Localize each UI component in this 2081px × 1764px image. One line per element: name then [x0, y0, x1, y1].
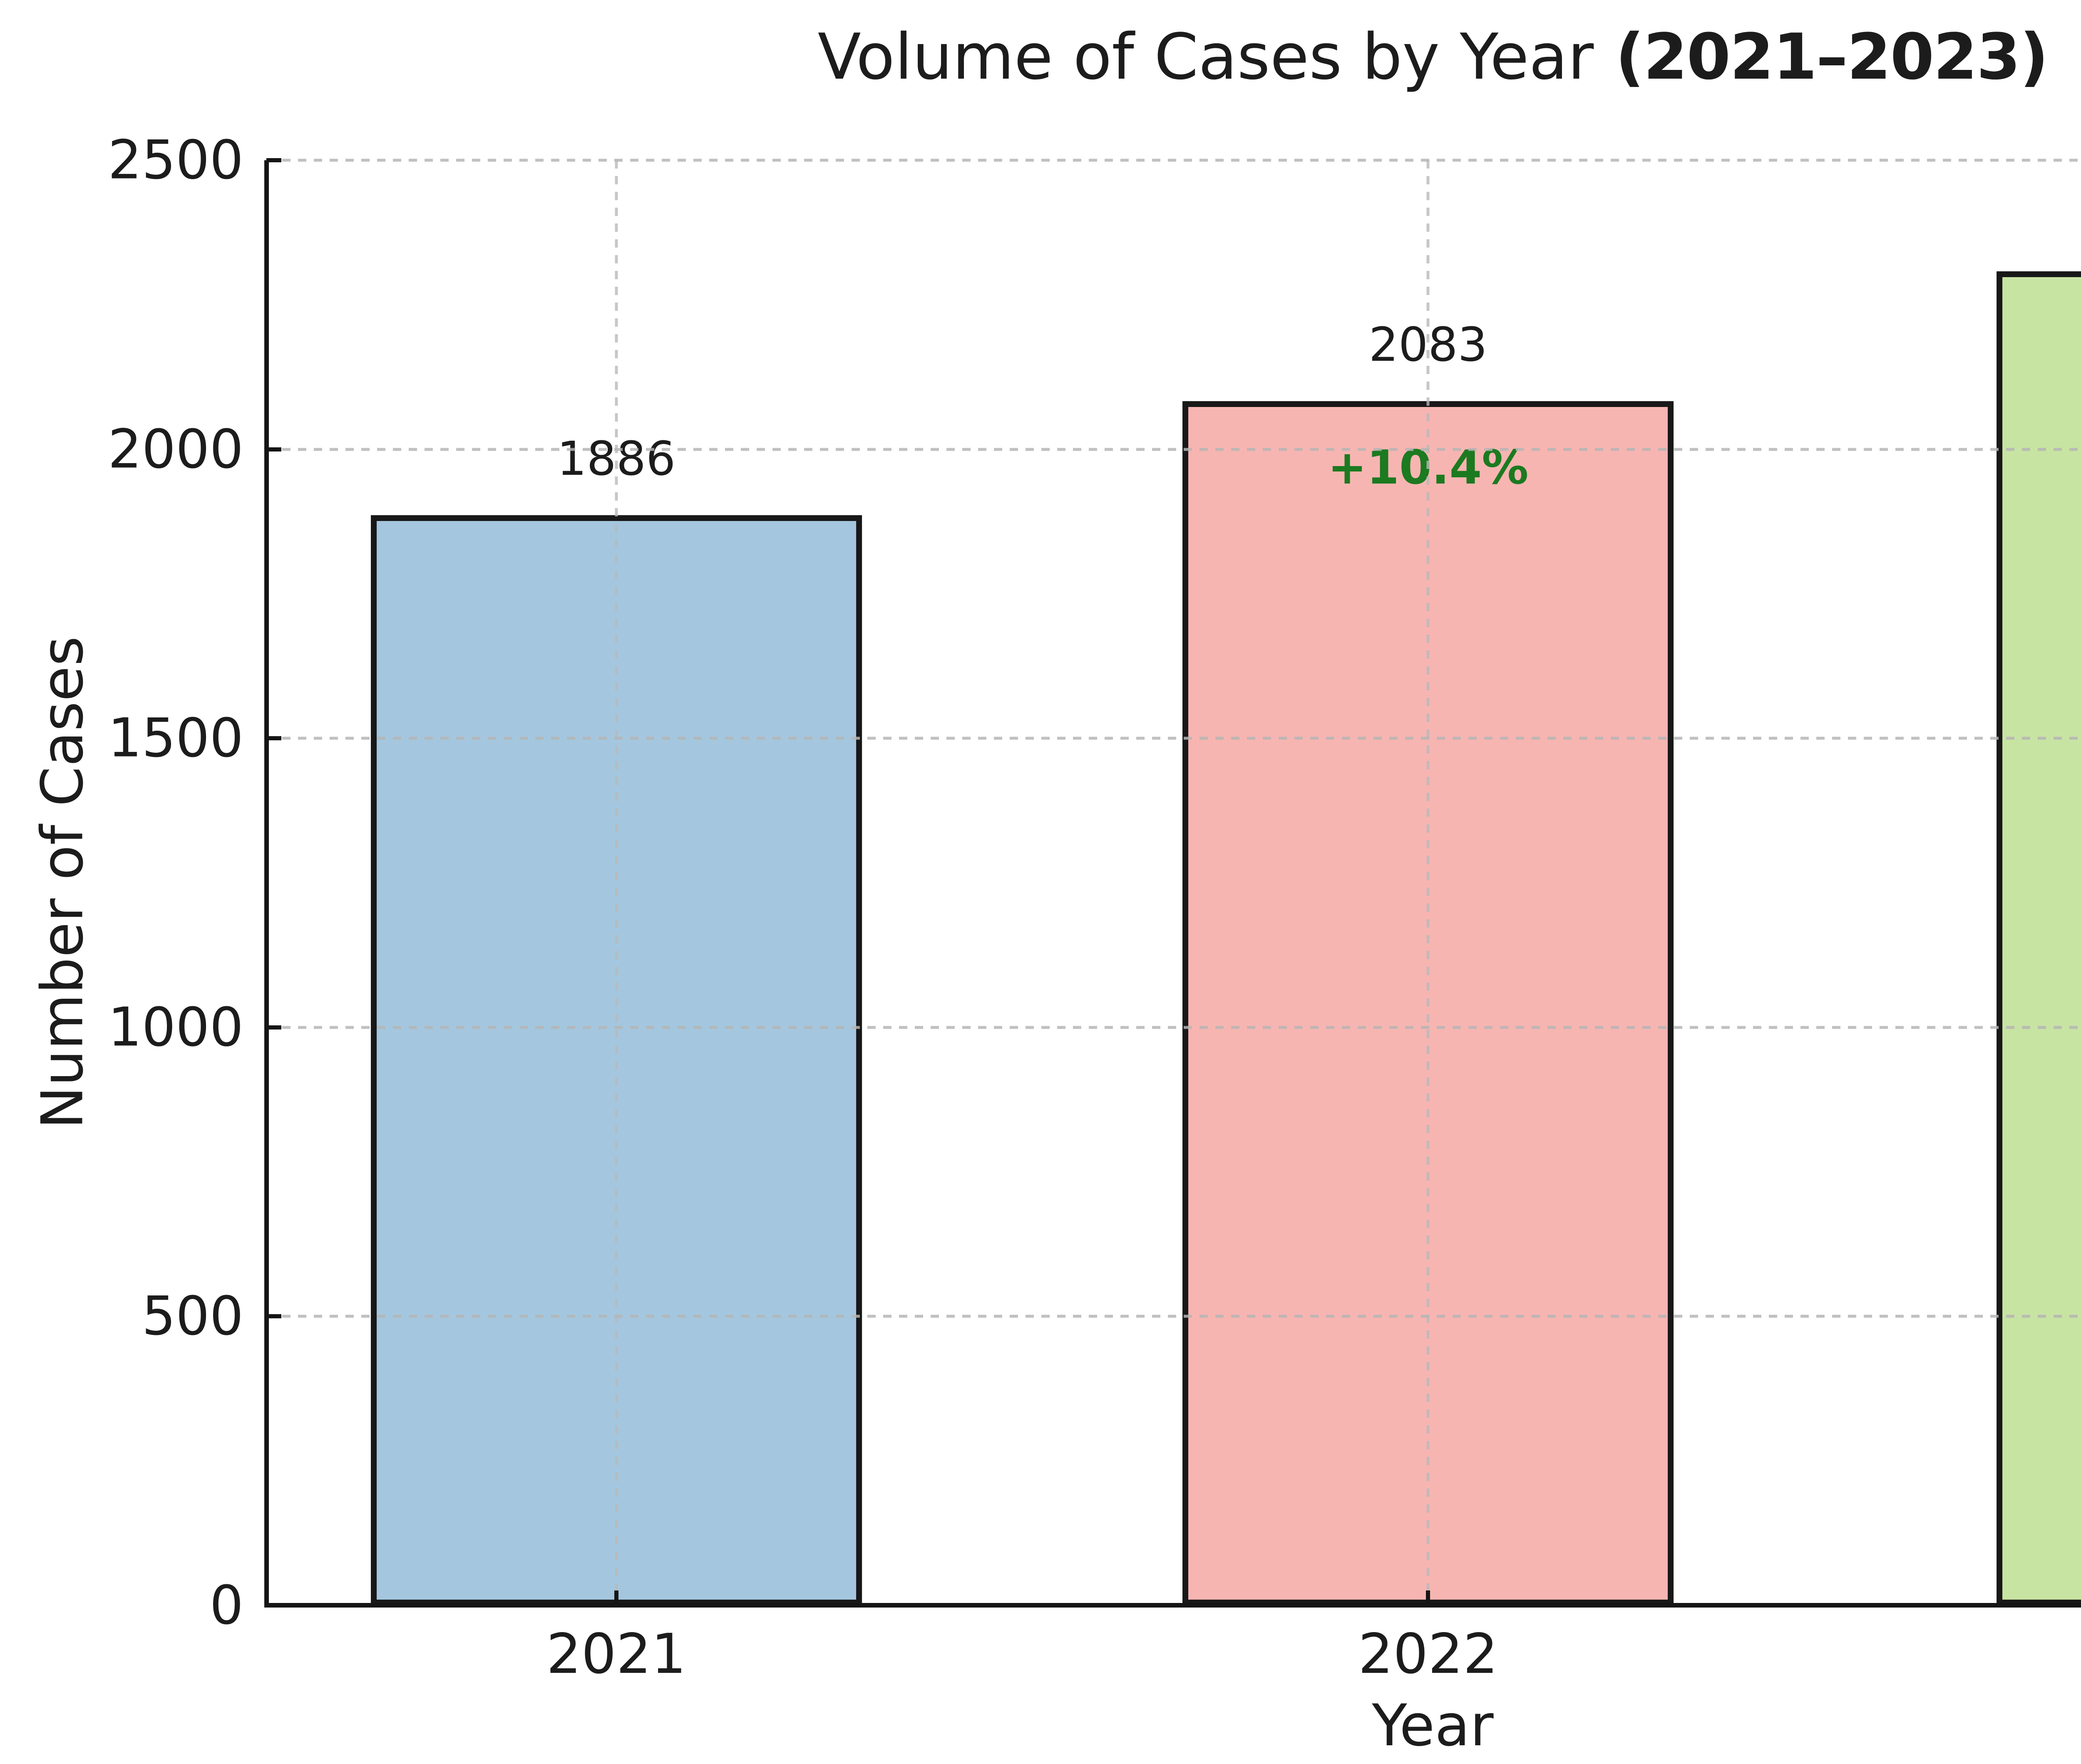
y-tick-label: 0 [209, 1574, 243, 1637]
x-tick-labels: 2021 2022 2023 [266, 1622, 2081, 1697]
chart-title-main: Volume of Cases by Year [817, 20, 1594, 94]
y-tick-label: 2000 [108, 418, 243, 481]
bar-group-2022: 2083 +10.4% [1182, 160, 1674, 1605]
bar-group-2023: 2308 +10.8% [1997, 160, 2081, 1605]
y-axis-spine [264, 160, 269, 1608]
x-axis-spine [264, 1603, 2081, 1608]
y-tick-label: 500 [142, 1285, 243, 1347]
x-axis-title: Year [1372, 1692, 1494, 1759]
y-tick-label: 1500 [108, 707, 243, 769]
y-tick-labels: 0 500 1000 1500 2000 2500 [0, 129, 243, 1637]
bar-value-label: 1886 [557, 432, 676, 486]
bar-2023 [1997, 271, 2081, 1605]
bar-group-2021: 1886 [370, 160, 862, 1605]
x-tick-label: 2021 [546, 1622, 686, 1686]
growth-annotation: +10.4% [1328, 441, 1529, 495]
bar-2021 [370, 515, 862, 1605]
y-tick-label: 2500 [108, 129, 243, 191]
chart-title-suffix: (2021–2023) [1615, 20, 2049, 94]
plot-area: 1886 2083 +10.4% 2308 +10.8% [264, 158, 2081, 1608]
y-tick-label: 1000 [108, 996, 243, 1059]
growth-annotation: +10.8% [1997, 311, 2081, 365]
bar-value-label: 2083 [1368, 318, 1487, 372]
bar-2022 [1182, 401, 1674, 1605]
chart-title: Volume of Cases by Year (2021–2023) [266, 17, 2081, 97]
x-tick-label: 2022 [1358, 1622, 1498, 1686]
